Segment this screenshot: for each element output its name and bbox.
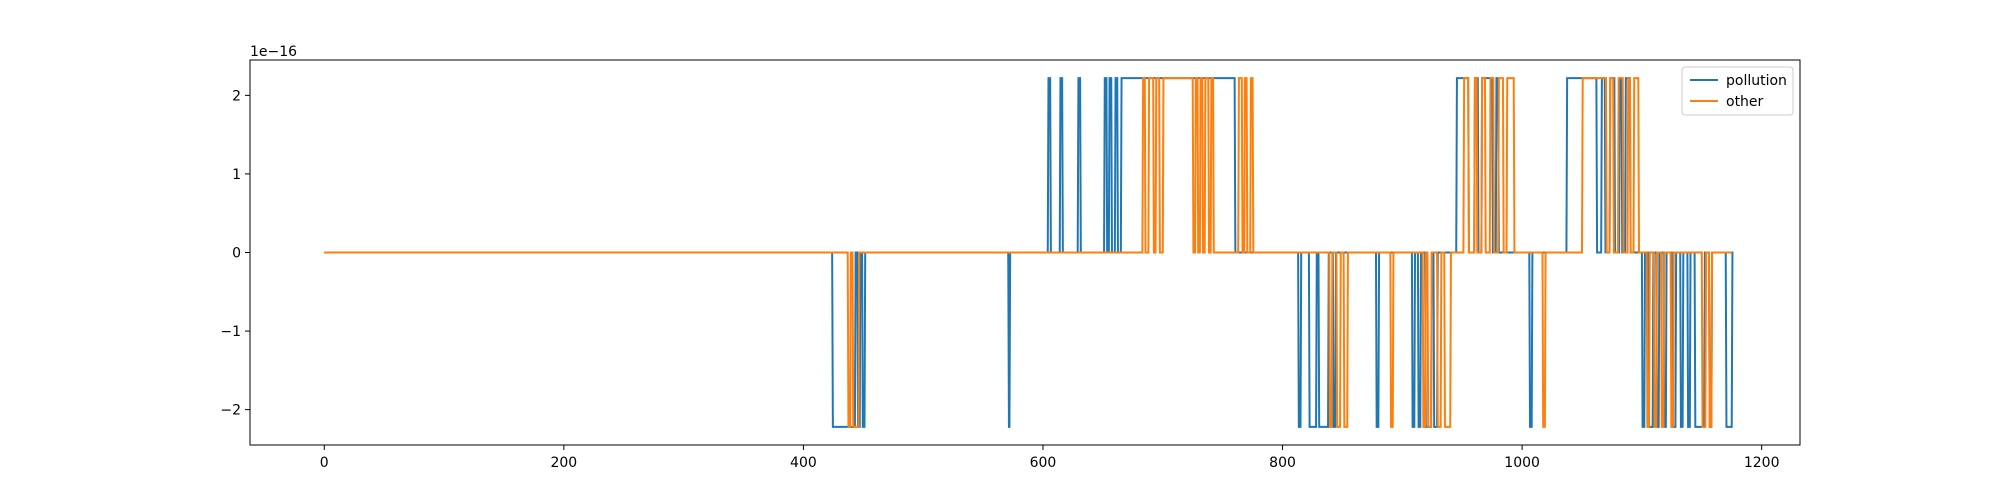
legend-label-pollution: pollution [1726,73,1787,89]
x-tick-label: 200 [550,455,577,471]
y-axis-offset-text: 1e−16 [250,44,297,60]
x-tick-label: 400 [790,455,817,471]
x-tick-label: 800 [1269,455,1296,471]
series-line-other [324,77,1732,428]
x-tick-label: 1000 [1504,455,1540,471]
x-tick-label: 600 [1030,455,1057,471]
legend-label-other: other [1726,94,1764,110]
y-tick-label: 1 [232,167,241,183]
y-tick-label: −1 [220,324,241,340]
y-tick-label: 0 [232,246,241,262]
series-layer [324,77,1734,428]
x-tick-label: 0 [320,455,329,471]
y-axis: −2 −1 0 1 2 [220,88,250,419]
y-tick-label: 2 [232,88,241,104]
x-tick-label: 1200 [1744,455,1780,471]
y-tick-label: −2 [220,403,241,419]
x-axis: 0 200 400 600 800 1000 1200 [320,445,1780,471]
legend: pollution other [1681,66,1794,116]
